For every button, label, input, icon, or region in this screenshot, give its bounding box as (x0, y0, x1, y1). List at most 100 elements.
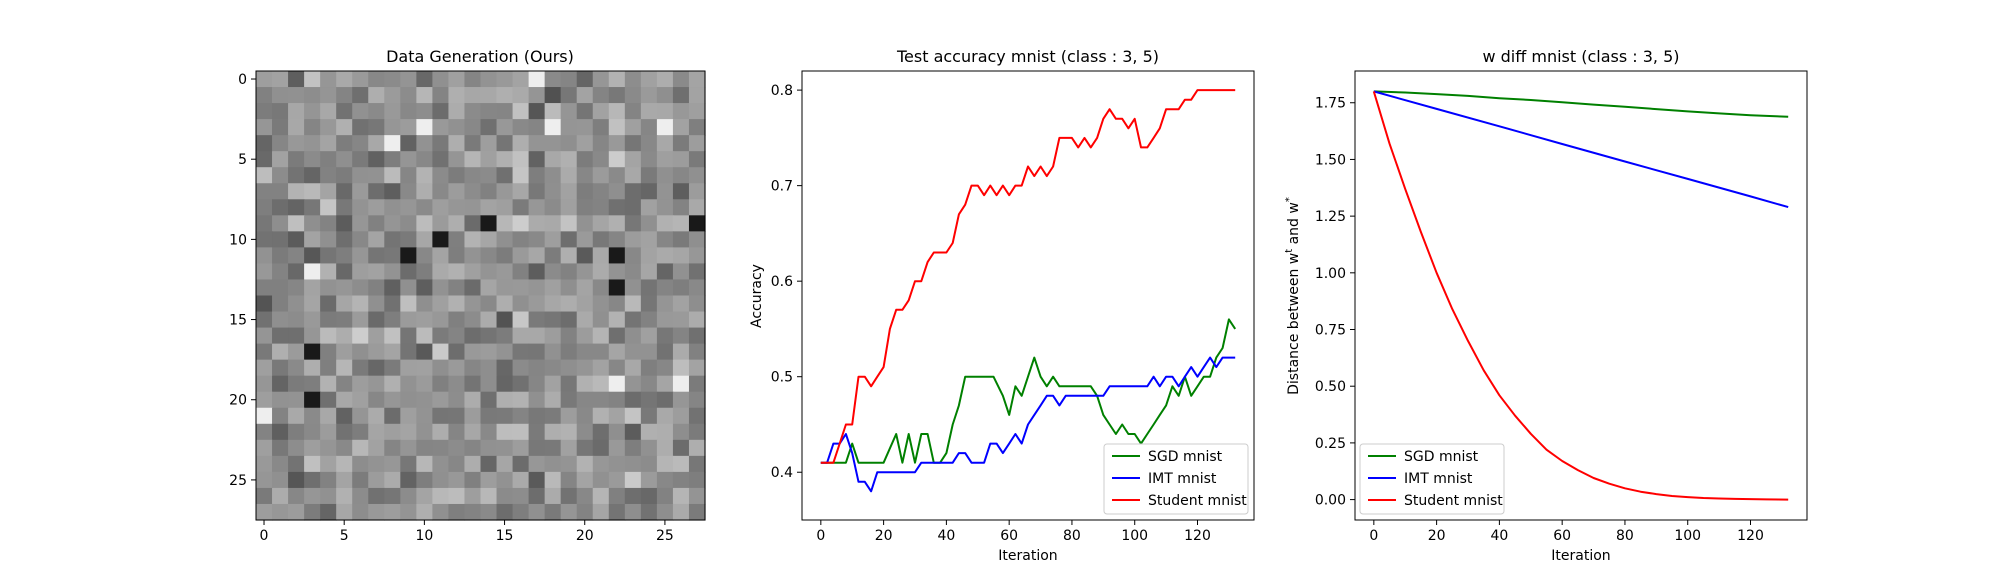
heatmap-cell (368, 199, 385, 216)
heatmap-cell (592, 503, 610, 521)
heatmap-cell (352, 359, 369, 377)
heatmap-cell (544, 327, 562, 345)
heatmap-cell (256, 247, 273, 265)
heatmap-cell (416, 151, 433, 168)
accuracy-series-line-sgd (820, 318, 1237, 464)
heatmap-cell (688, 151, 706, 168)
heatmap-cell (576, 263, 594, 281)
heatmap-cell (624, 231, 642, 248)
heatmap-cell (336, 167, 353, 184)
heatmap-cell (624, 183, 642, 200)
heatmap-cell (448, 71, 466, 88)
heatmap-cell (640, 167, 658, 184)
heatmap-cell (336, 71, 353, 88)
heatmap-cell (400, 295, 417, 313)
heatmap-cell (416, 167, 433, 184)
heatmap-cell (416, 391, 433, 409)
heatmap-cell (336, 359, 353, 377)
heatmap-cell (384, 279, 401, 297)
heatmap-cell (272, 247, 289, 265)
heatmap-cell (608, 103, 626, 120)
wdiff-series-line-imt (1373, 90, 1789, 209)
heatmap-cell (528, 311, 546, 329)
heatmap-cell (608, 359, 626, 377)
heatmap-cell (656, 135, 674, 152)
heatmap-cell (304, 375, 321, 393)
heatmap-cell (272, 215, 289, 232)
accuracy-y-tick-label: 0.4 (771, 465, 793, 481)
heatmap-cell (560, 183, 578, 200)
heatmap-cell (544, 343, 562, 361)
wdiff-y-tick-label: 1.50 (1315, 152, 1346, 168)
heatmap-cell (480, 327, 498, 345)
heatmap-cell (496, 343, 514, 361)
heatmap-cell (496, 503, 514, 521)
heatmap-cell (368, 103, 385, 120)
heatmap-cell (576, 183, 594, 200)
heatmap-cell (528, 439, 546, 457)
heatmap-cell (544, 87, 562, 104)
heatmap-cell (320, 151, 337, 168)
heatmap-cell (608, 311, 626, 329)
heatmap-cell (608, 263, 626, 281)
heatmap-cell (384, 343, 401, 361)
heatmap-cell (480, 87, 498, 104)
heatmap-cell (624, 503, 642, 521)
heatmap-cell (640, 327, 658, 345)
heatmap-cell (368, 183, 385, 200)
heatmap-cell (352, 199, 369, 216)
heatmap-cell (336, 391, 353, 409)
heatmap-cell (624, 279, 642, 297)
heatmap-cell (608, 71, 626, 88)
heatmap-cell (544, 439, 562, 457)
heatmap-cell (576, 103, 594, 120)
heatmap-cell (688, 199, 706, 216)
heatmap-cell (416, 71, 433, 88)
heatmap-cell (352, 135, 369, 152)
wdiff-y-tick-label: 0.00 (1315, 493, 1346, 509)
heatmap-cell (448, 279, 466, 297)
heatmap-cell (352, 247, 369, 265)
heatmap-cell (688, 87, 706, 104)
heatmap-cell (368, 391, 385, 409)
heatmap-cell (544, 503, 562, 521)
heatmap-cell (448, 343, 466, 361)
heatmap-cell (336, 247, 353, 265)
heatmap-cell (464, 407, 482, 425)
heatmap-cell (432, 311, 450, 329)
heatmap-cell (304, 327, 321, 345)
heatmap-cell (400, 327, 417, 345)
heatmap-cell (336, 231, 353, 248)
heatmap-cell (592, 215, 610, 232)
heatmap-cell (400, 103, 417, 120)
heatmap-cell (544, 279, 562, 297)
heatmap-cell (288, 167, 305, 184)
heatmap-cell (480, 247, 498, 265)
heatmap-cell (672, 343, 690, 361)
heatmap-cell (304, 151, 321, 168)
heatmap-cell (640, 455, 658, 473)
heatmap-cell (320, 439, 337, 457)
heatmap-cell (496, 407, 514, 425)
accuracy-legend-label-sgd: SGD mnist (1148, 449, 1223, 465)
heatmap-cell (576, 199, 594, 216)
heatmap-cell (656, 503, 674, 521)
wdiff-y-tick-label: 0.50 (1315, 379, 1346, 395)
heatmap-cell (288, 311, 305, 329)
heatmap-cell (448, 247, 466, 265)
wdiff-x-tick-label: 60 (1553, 528, 1571, 544)
heatmap-cell (288, 279, 305, 297)
heatmap-cell (304, 279, 321, 297)
heatmap-cell (480, 135, 498, 152)
heatmap-cell (512, 135, 530, 152)
heatmap-cell (672, 167, 690, 184)
heatmap-cell (608, 471, 626, 489)
heatmap-cell (352, 471, 369, 489)
heatmap-cell (464, 503, 482, 521)
heatmap-cell (576, 359, 594, 377)
heatmap-cell (256, 391, 273, 409)
heatmap-x-tick-label: 20 (576, 528, 594, 544)
heatmap-cell (256, 327, 273, 345)
heatmap-cell (416, 439, 433, 457)
heatmap-cell (464, 327, 482, 345)
